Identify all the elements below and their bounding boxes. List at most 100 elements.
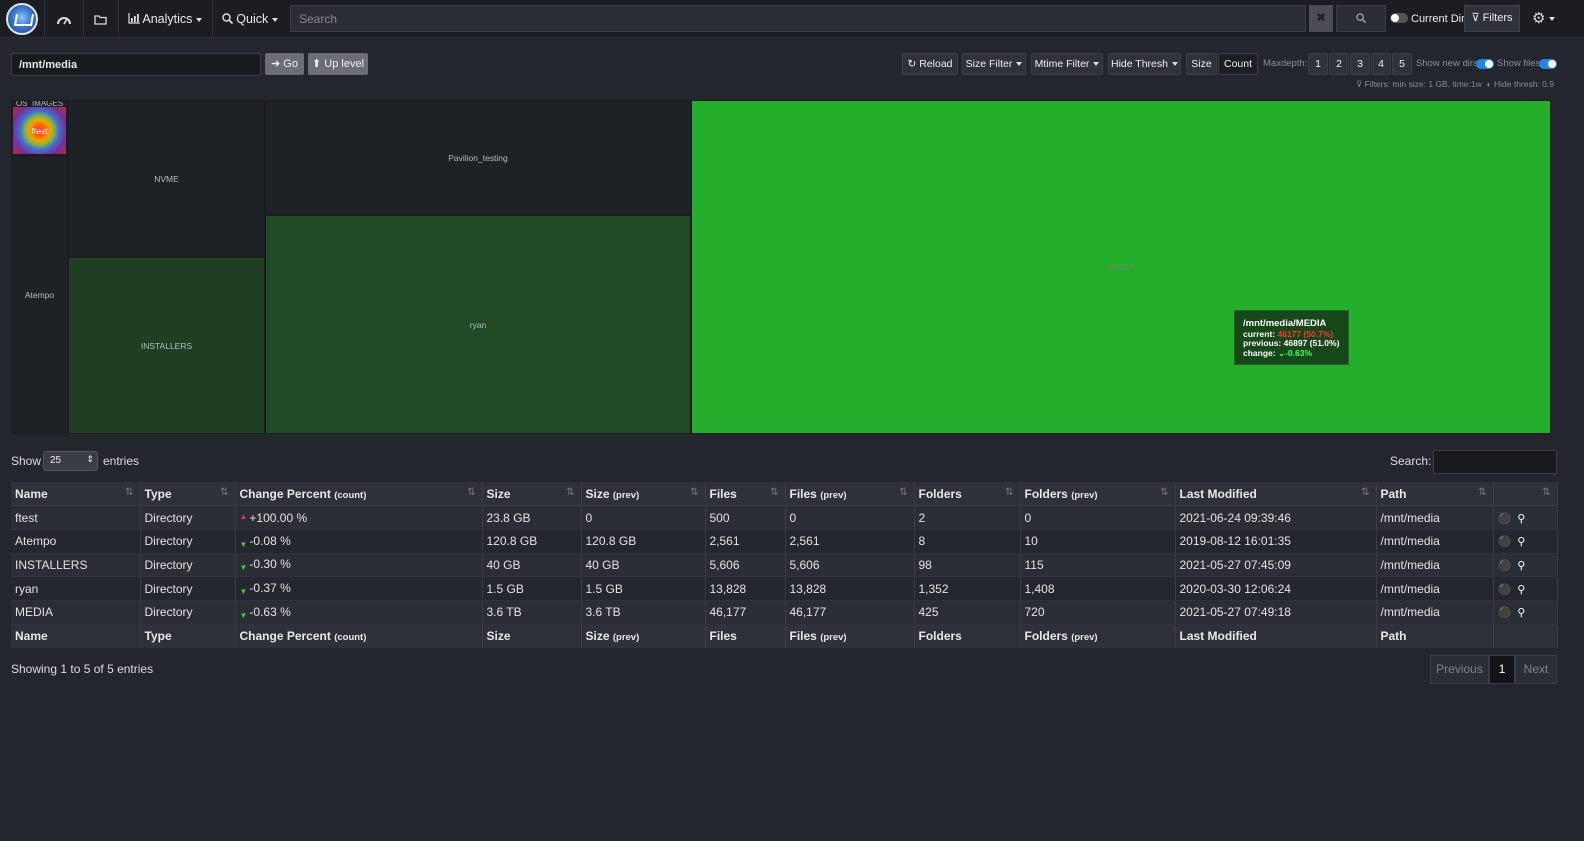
col-header-actions[interactable]: ⇅ <box>1493 482 1558 507</box>
dashboard-icon[interactable] <box>46 0 82 38</box>
current-dir-toggle[interactable] <box>1390 13 1408 23</box>
fire-icon[interactable]: ⚫ <box>1497 536 1512 549</box>
mtime-filter-dropdown[interactable]: Mtime Filter <box>1031 53 1103 75</box>
tooltip-change-value: -0.63% <box>1285 347 1313 358</box>
treemap-cell-ftest[interactable]: ftest <box>12 106 67 155</box>
cell-files-prev: 2,561 <box>785 529 915 554</box>
page-1-button[interactable]: 1 <box>1489 655 1515 684</box>
count-mode-button[interactable]: Count <box>1218 53 1258 75</box>
cell-size: 3.6 TB <box>482 600 582 625</box>
col-header-folders-prev[interactable]: Folders (prev) ⇅ <box>1020 482 1176 507</box>
divider <box>118 0 119 38</box>
header-label: Type <box>144 486 172 501</box>
change-value: -0.63 % <box>249 604 291 619</box>
footer-label: Change Percent <box>239 629 331 644</box>
footer-path: Path <box>1376 624 1494 648</box>
col-header-files-prev[interactable]: Files (prev) ⇅ <box>785 482 915 507</box>
quick-menu[interactable]: Quick <box>213 0 287 38</box>
search-icon[interactable]: ⚲ <box>1517 583 1526 596</box>
directory-table: Name ⇅ Type ⇅ Change Percent (count) ⇅ Size… <box>11 482 1558 648</box>
col-header-path[interactable]: Path ⇅ <box>1376 482 1494 507</box>
caret-down-icon <box>272 17 279 22</box>
col-header-folders[interactable]: Folders ⇅ <box>914 482 1021 507</box>
cell-path: /mnt/media <box>1376 529 1494 554</box>
col-header-change-percent[interactable]: Change Percent (count) ⇅ <box>235 482 483 507</box>
reload-button[interactable]: ↻ Reload <box>902 53 958 75</box>
hide-thresh-info-text: Hide thresh: 0.9 <box>1493 79 1554 89</box>
cell-path: /mnt/media <box>1376 505 1494 530</box>
fire-icon[interactable]: ⚫ <box>1497 512 1512 525</box>
search-input[interactable]: Search <box>290 5 1306 32</box>
analytics-menu[interactable]: Analytics <box>119 0 211 38</box>
cell-type: Directory <box>140 600 236 625</box>
cell-label: Atempo <box>24 290 55 300</box>
settings-menu[interactable]: ⚙ <box>1532 0 1556 38</box>
entries-per-page-select[interactable]: 25 <box>43 451 98 471</box>
cell-label: INSTALLERS <box>140 340 193 351</box>
table-search-input[interactable] <box>1433 450 1557 474</box>
go-button[interactable]: ➜ Go <box>265 53 304 75</box>
col-header-name[interactable]: Name ⇅ <box>11 482 141 507</box>
table-footer-row: Name Type Change Percent (count) Size Si… <box>11 624 1558 648</box>
tooltip-change: change: ⌄-0.63% <box>1243 347 1340 359</box>
cell-label: ftest <box>31 125 48 136</box>
header-label: Change Percent <box>239 486 331 501</box>
tooltip-current-label: current: <box>1243 328 1276 339</box>
col-header-last-modified[interactable]: Last Modified ⇅ <box>1175 482 1377 507</box>
size-mode-button[interactable]: Size <box>1186 53 1217 75</box>
size-filter-dropdown[interactable]: Size Filter <box>962 53 1026 75</box>
filters-button[interactable]: ⊽ Filters <box>1464 5 1520 32</box>
folder-icon[interactable] <box>84 0 117 38</box>
tooltip-current-value: 46177 (50.7%) <box>1277 328 1334 339</box>
fire-icon[interactable]: ⚫ <box>1497 559 1512 572</box>
hide-thresh-dropdown[interactable]: Hide Thresh <box>1108 53 1181 75</box>
cell-path: /mnt/media <box>1376 576 1494 601</box>
maxdepth-3-button[interactable]: 3 <box>1350 53 1370 75</box>
table-row[interactable]: INSTALLERS Directory ▼ -0.30 % 40 GB 40 GB 5,6… <box>11 553 1558 578</box>
path-input[interactable]: /mnt/media <box>11 53 261 76</box>
treemap-cell-pavilion-testing[interactable]: Pavilion_testing <box>265 100 691 215</box>
maxdepth-4-button[interactable]: 4 <box>1371 53 1391 75</box>
fire-icon[interactable]: ⚫ <box>1497 583 1512 596</box>
table-header-row: Name ⇅ Type ⇅ Change Percent (count) ⇅ Size… <box>11 482 1558 507</box>
cell-folders-prev: 115 <box>1020 553 1176 578</box>
cell-name: ryan <box>11 576 141 601</box>
cell-label: NVME <box>154 173 179 184</box>
show-files-toggle[interactable] <box>1539 59 1557 69</box>
maxdepth-1-button[interactable]: 1 <box>1308 53 1328 75</box>
treemap-cell-atempo[interactable]: Atempo <box>11 156 68 434</box>
cell-size-prev: 0 <box>581 505 706 530</box>
treemap-cell-ryan[interactable]: ryan <box>265 215 691 434</box>
logo-icon[interactable] <box>6 3 38 35</box>
table-row[interactable]: ftest Directory ▲ +100.00 % 23.8 GB 0 500 0 2 0 20… <box>11 505 1558 530</box>
maxdepth-2-button[interactable]: 2 <box>1329 53 1349 75</box>
col-header-files[interactable]: Files ⇅ <box>705 482 786 507</box>
col-header-size[interactable]: Size ⇅ <box>482 482 582 507</box>
maxdepth-5-button[interactable]: 5 <box>1392 53 1412 75</box>
search-icon[interactable]: ⚲ <box>1517 607 1526 620</box>
header-label: Path <box>1380 486 1407 501</box>
search-button[interactable] <box>1336 5 1386 32</box>
filters-info-text: Filters: min size: 1 GB, time:1w <box>1364 79 1482 89</box>
treemap-cell-installers[interactable]: INSTALLERS <box>68 257 265 434</box>
up-level-button[interactable]: ⬆ Up level <box>308 53 368 75</box>
sort-icon: ⇅ <box>1361 487 1370 498</box>
previous-page-button[interactable]: Previous <box>1430 655 1489 684</box>
clear-search-button[interactable]: ✖ <box>1309 5 1333 32</box>
cell-actions: ⚫ ⚲ <box>1493 529 1558 554</box>
fire-icon[interactable]: ⚫ <box>1497 607 1512 620</box>
search-icon[interactable]: ⚲ <box>1517 559 1526 572</box>
table-row[interactable]: Atempo Directory ▼ -0.08 % 120.8 GB 120.8 GB 2… <box>11 529 1558 554</box>
treemap-cell-media[interactable]: MEDIA <box>691 100 1551 434</box>
table-row[interactable]: ryan Directory ▼ -0.37 % 1.5 GB 1.5 GB 13,828 1… <box>11 576 1558 601</box>
col-header-size-prev[interactable]: Size (prev) ⇅ <box>581 482 706 507</box>
next-page-button[interactable]: Next <box>1515 655 1557 684</box>
change-value: -0.30 % <box>249 557 291 572</box>
search-icon[interactable]: ⚲ <box>1517 536 1526 549</box>
treemap-cell-nvme[interactable]: NVME <box>68 100 265 257</box>
search-icon[interactable]: ⚲ <box>1517 512 1526 525</box>
col-header-type[interactable]: Type ⇅ <box>140 482 236 507</box>
header-label: Folders <box>918 486 962 501</box>
table-row[interactable]: MEDIA Directory ▼ -0.63 % 3.6 TB 3.6 TB 46,177… <box>11 600 1558 625</box>
show-new-dirs-toggle[interactable] <box>1476 59 1494 69</box>
